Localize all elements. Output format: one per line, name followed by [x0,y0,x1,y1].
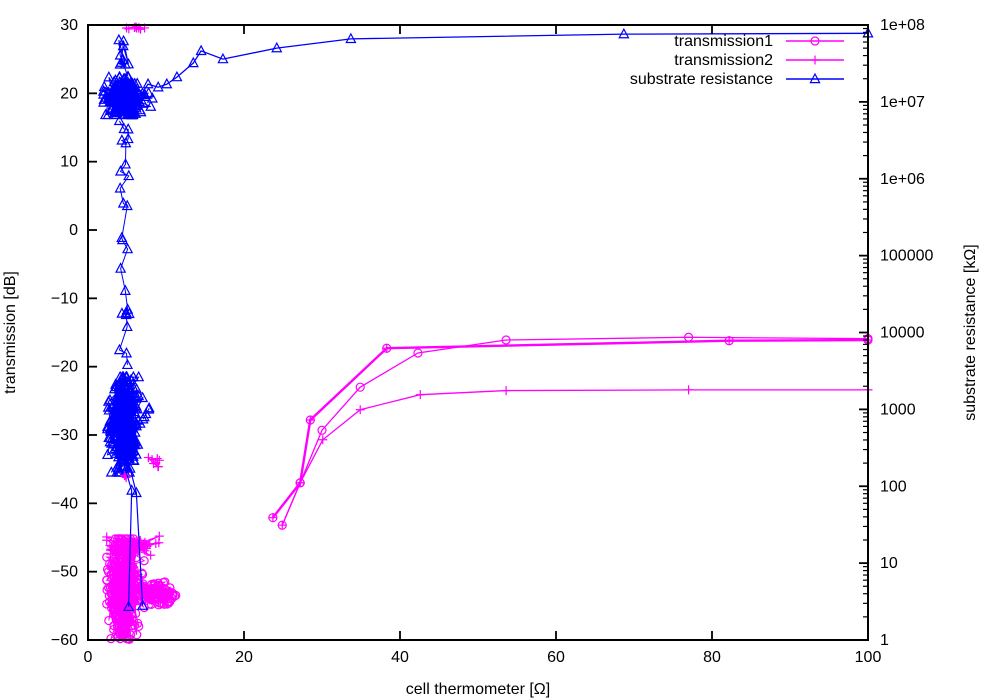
y2-tick-label: 1 [880,632,889,649]
cluster-transmission-arm-end-circles [165,590,181,607]
y2-axis-title: substrate resistance [kΩ] [962,244,979,420]
cluster-substrate-mid-satellites [137,401,155,424]
y1-tick-label: −40 [51,495,78,512]
x-tick-label: 20 [235,649,253,666]
legend-entry-substrate-resistance: substrate resistance [630,71,844,88]
y2-tick-label: 100000 [880,248,933,265]
y1-tick-label: −10 [51,290,78,307]
y1-tick-label: −50 [51,564,78,581]
legend-entry-transmission1: transmission1 [674,33,844,50]
axes: 0 20 40 60 80 1003020100−10−20−30−40−50−601e+… [2,17,979,698]
series-substrate-resistance-main [131,27,874,105]
legend-label: substrate resistance [630,71,773,88]
y2-tick-label: 10 [880,555,898,572]
x-tick-label: 100 [855,649,882,666]
y2-tick-label: 1e+07 [880,94,925,111]
y1-tick-label: 10 [60,154,78,171]
legend: transmission1 transmission2 substrate resi… [630,33,844,88]
legend-label: transmission1 [674,33,773,50]
cluster-substrate-upper-arm [113,33,135,81]
y2-tick-label: 1e+06 [880,171,925,188]
y1-tick-label: 0 [69,222,78,239]
x-tick-label: 80 [703,649,721,666]
series [119,27,874,612]
x-tick-label: 60 [547,649,565,666]
legend-entry-transmission2: transmission2 [674,52,844,69]
y2-tick-label: 1000 [880,401,916,418]
cluster-substrate-strand [113,114,135,370]
y1-tick-label: 20 [60,85,78,102]
y1-axis-title: transmission [dB] [2,271,19,394]
series-transmission2-sweep-down [277,385,873,530]
x-axis-title: cell thermometer [Ω] [406,681,550,698]
series-substrate-resistance-drop-a [119,460,138,612]
y1-tick-label: 30 [60,17,78,34]
y1-tick-label: −20 [51,359,78,376]
x-tick-label: 40 [391,649,409,666]
y2-tick-label: 10000 [880,325,925,342]
y1-tick-label: −60 [51,632,78,649]
legend-label: transmission2 [674,52,773,69]
series-substrate-resistance-drop-b [124,462,149,610]
x-tick-label: 0 [84,649,93,666]
y1-tick-label: −30 [51,427,78,444]
cluster-substrate-mid-blob [101,370,149,477]
y2-tick-label: 100 [880,478,907,495]
y2-tick-label: 1e+08 [880,17,925,34]
cluster-transmission-mid-bits [143,453,164,472]
